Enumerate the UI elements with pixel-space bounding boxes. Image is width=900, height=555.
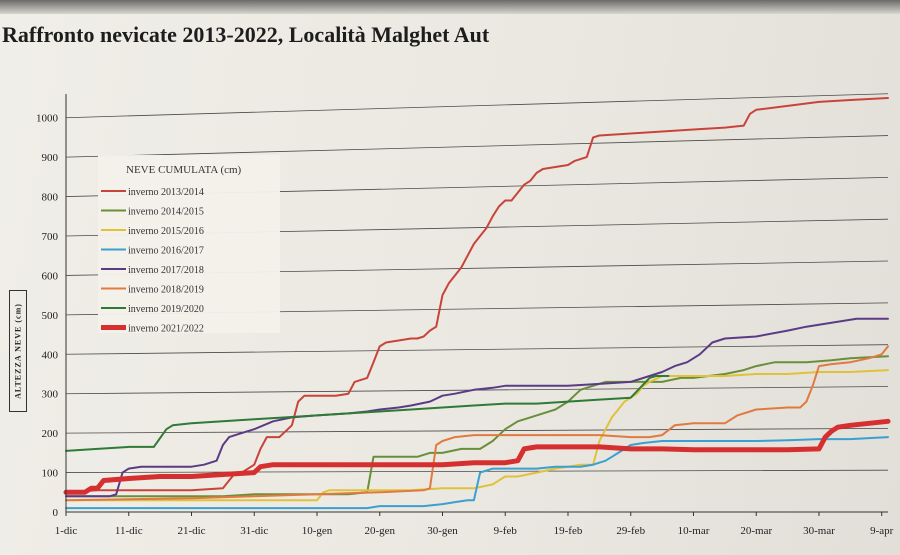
scan-shadow xyxy=(0,0,900,14)
x-tick-label: 1-dic xyxy=(55,525,78,537)
series-line xyxy=(65,375,670,452)
legend-box xyxy=(98,155,280,333)
y-tick-label: 300 xyxy=(42,389,59,401)
x-tick-label: 10-mar xyxy=(678,525,710,537)
y-axis-label-box: ALTEZZA NEVE (cm) xyxy=(9,290,27,412)
series-line xyxy=(65,317,889,498)
y-tick-label: 100 xyxy=(42,468,59,480)
gridline xyxy=(65,344,889,355)
x-tick-label: 9-feb xyxy=(494,525,518,537)
x-tick-label: 29-feb xyxy=(616,525,645,537)
x-tick-label: 9-apr xyxy=(870,525,894,537)
y-tick-label: 1000 xyxy=(36,113,59,125)
y-tick-label: 400 xyxy=(42,349,59,361)
legend-title: NEVE CUMULATA (cm) xyxy=(126,164,242,176)
x-tick-label: 20-gen xyxy=(364,525,395,537)
y-tick-label: 800 xyxy=(42,192,59,204)
y-tick-label: 0 xyxy=(53,507,59,519)
x-tick-label: 21-dic xyxy=(177,525,205,537)
y-tick-label: 500 xyxy=(42,310,59,322)
legend-entry: inverno 2019/2020 xyxy=(128,304,204,315)
series-line xyxy=(63,418,891,495)
legend-entry: inverno 2015/2016 xyxy=(128,226,204,237)
series-line xyxy=(65,97,889,494)
legend-entry: inverno 2021/2022 xyxy=(128,324,204,335)
y-tick-label: 900 xyxy=(42,152,59,164)
y-tick-label: 700 xyxy=(42,231,59,243)
x-tick-label: 31-dic xyxy=(240,525,268,537)
x-tick-label: 30-mar xyxy=(803,525,835,537)
x-tick-label: 10-gen xyxy=(302,525,333,537)
gridline xyxy=(65,135,889,158)
y-axis-label: ALTEZZA NEVE (cm) xyxy=(13,303,23,399)
chart-title: Raffronto nevicate 2013-2022, Località M… xyxy=(2,22,490,47)
series-line xyxy=(65,436,889,510)
legend-entry: inverno 2013/2014 xyxy=(128,187,204,198)
legend-entry: inverno 2017/2018 xyxy=(128,265,204,276)
x-tick-label: 11-dic xyxy=(115,525,143,537)
gridline xyxy=(65,93,889,119)
legend-entry: inverno 2018/2019 xyxy=(128,285,204,296)
series-line xyxy=(65,355,889,498)
y-tick-label: 600 xyxy=(42,270,59,282)
x-tick-label: 30-gen xyxy=(427,525,458,537)
x-tick-label: 20-mar xyxy=(740,525,772,537)
y-tick-label: 200 xyxy=(42,428,59,440)
legend-entry: inverno 2014/2015 xyxy=(128,207,204,218)
gridline xyxy=(65,469,889,473)
x-tick-label: 19-feb xyxy=(554,525,583,537)
legend-entry: inverno 2016/2017 xyxy=(128,246,204,257)
series-line xyxy=(65,345,889,502)
gridline xyxy=(65,427,889,434)
